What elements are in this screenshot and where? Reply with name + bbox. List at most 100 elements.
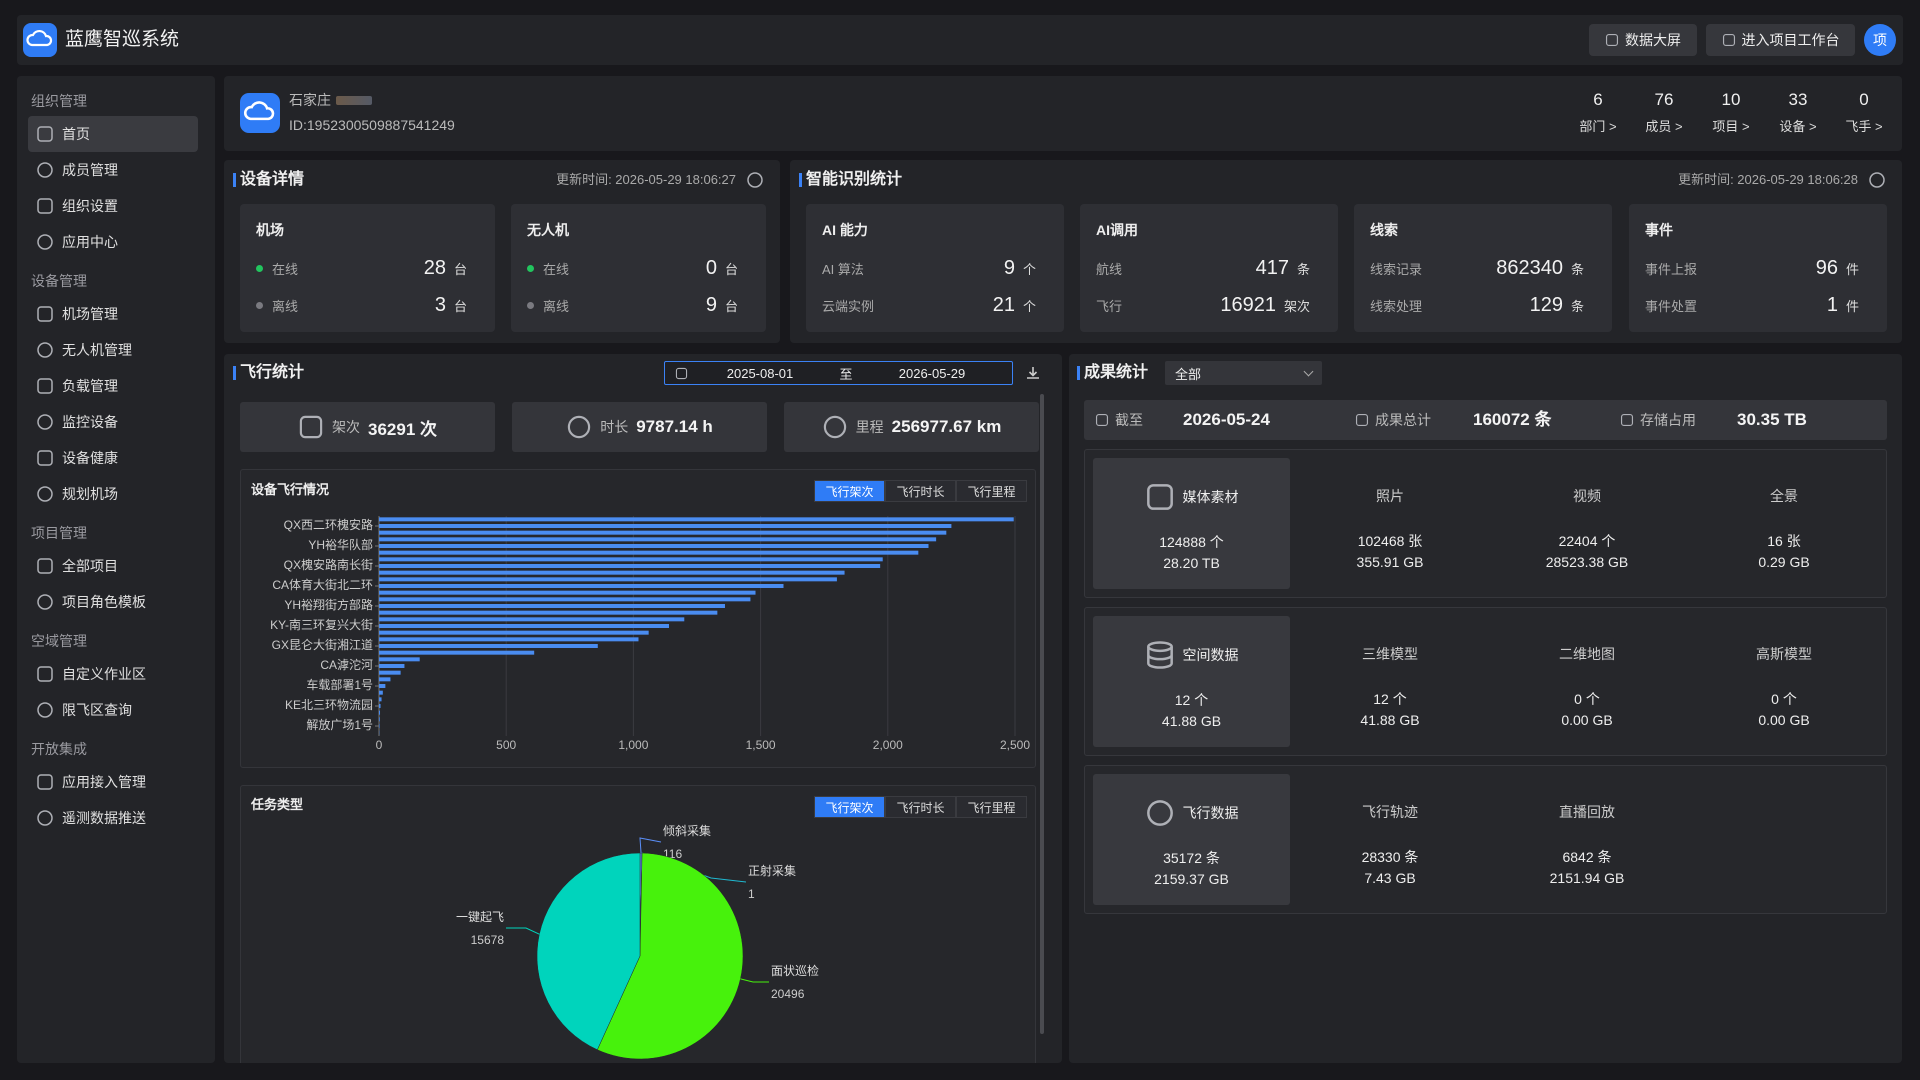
group-title: 空间数据: [1182, 647, 1239, 663]
org-id: ID:1952300509887541249: [289, 117, 455, 133]
row-label: 线索处理: [1370, 298, 1423, 314]
nav-item[interactable]: 自定义作业区: [28, 656, 198, 692]
nav-item[interactable]: 全部项目: [28, 548, 198, 584]
icon-shape: [1146, 484, 1173, 510]
stat-card: AI调用 航线 417 条飞行 16921 架次: [1080, 204, 1338, 332]
nav-item[interactable]: 项目角色模板: [28, 584, 198, 620]
y-tick-label: YH裕翔街方部路: [284, 597, 373, 612]
nav-item[interactable]: 成员管理: [28, 152, 198, 188]
card-title: AI调用: [1096, 222, 1138, 238]
tab[interactable]: 飞行里程: [956, 480, 1027, 502]
icon: [1722, 33, 1735, 47]
stat-link[interactable]: 飞手 >: [1845, 119, 1883, 134]
icon-shape: [1146, 646, 1173, 669]
tab[interactable]: 飞行时长: [885, 796, 956, 818]
nav-item-label: 组织设置: [62, 198, 118, 214]
y-tick-label: QX槐安路南长街: [284, 557, 373, 572]
icon: [1605, 33, 1619, 47]
avatar[interactable]: 项: [1864, 24, 1896, 56]
chevron: [1303, 366, 1314, 376]
status-dot: [527, 264, 534, 272]
tab[interactable]: 飞行里程: [956, 796, 1027, 818]
date-to: 2026-05-29: [898, 365, 966, 381]
nav-item[interactable]: 应用接入管理: [28, 764, 198, 800]
nav-item[interactable]: 负载管理: [28, 368, 198, 404]
icon: [675, 367, 688, 379]
filter-select[interactable]: 全部: [1165, 361, 1322, 385]
x-tick-label: 2,000: [873, 738, 903, 752]
icon-shape: [37, 450, 53, 466]
summary-box: 架次 36291 次: [240, 402, 495, 452]
bar: [379, 590, 756, 595]
icon-shape: [747, 172, 763, 188]
header-button-label: 进入项目工作台: [1741, 32, 1840, 48]
download-shape: [1027, 367, 1039, 379]
nav-item[interactable]: 首页: [28, 116, 198, 152]
tab[interactable]: 飞行架次: [814, 480, 885, 502]
nav-item[interactable]: 设备健康: [28, 440, 198, 476]
icon: [1146, 484, 1173, 510]
result-group: 空间数据 12 个 41.88 GB 三维模型 12 个 41.88 GB 二维地图 0 个 0…: [1084, 607, 1887, 756]
pie-value: 1: [748, 887, 755, 901]
group-head: 媒体素材: [1093, 482, 1290, 512]
nav-item[interactable]: 规划机场: [28, 476, 198, 512]
group-main: 媒体素材 124888 个 28.20 TB: [1093, 458, 1290, 589]
stat-card: AI 能力 AI 算法 9 个云端实例 21 个: [806, 204, 1064, 332]
icon: [37, 126, 53, 142]
icon: [37, 558, 53, 574]
item-count: 28330 条: [1361, 849, 1419, 865]
update-time: 更新时间: 2026-05-29 18:06:28: [1678, 172, 1858, 187]
panel-title: 设备详情: [240, 171, 305, 188]
header-button[interactable]: 进入项目工作台: [1706, 24, 1855, 56]
y-tick-label: GX昆仑大街湘江道: [272, 637, 373, 652]
x-tick-label: 500: [496, 738, 516, 752]
y-tick-label: KE北三环物流园: [285, 698, 373, 712]
bar: [379, 530, 947, 535]
stat-value: 6: [1593, 90, 1603, 109]
stat-link[interactable]: 成员 >: [1645, 119, 1683, 134]
header-button[interactable]: 数据大屏: [1589, 24, 1697, 56]
bar: [379, 577, 837, 582]
tab[interactable]: 飞行时长: [885, 480, 956, 502]
row-value: 96: [1815, 256, 1838, 279]
nav-item[interactable]: 组织设置: [28, 188, 198, 224]
date-range[interactable]: 2025-08-01 至 2026-05-29: [664, 361, 1013, 385]
summary-label: 时长: [600, 419, 629, 435]
card-row: 线索处理 129 条: [1370, 293, 1612, 317]
row-unit: 个: [1022, 261, 1036, 277]
stat-link[interactable]: 部门 >: [1579, 119, 1617, 134]
icon: [1355, 413, 1369, 427]
results-summary: 截至 2026-05-24 成果总计 160072 条 存储占用 30.35 TB: [1084, 400, 1887, 440]
icon-shape: [1355, 413, 1369, 427]
nav-item[interactable]: 限飞区查询: [28, 692, 198, 728]
icon-shape: [37, 306, 53, 322]
stat-value: 10: [1721, 90, 1741, 109]
nav-item[interactable]: 机场管理: [28, 296, 198, 332]
nav-item[interactable]: 无人机管理: [28, 332, 198, 368]
group-head: 飞行数据: [1093, 798, 1290, 828]
item-name: 飞行轨迹: [1362, 804, 1418, 820]
pie-label: 正射采集: [748, 863, 796, 878]
stat-link[interactable]: 项目 >: [1712, 119, 1750, 134]
bar: [379, 584, 784, 588]
nav-item[interactable]: 应用中心: [28, 224, 198, 260]
icon-shape: [1620, 413, 1634, 427]
nav-item[interactable]: 遥测数据推送: [28, 800, 198, 836]
icon-shape: [37, 414, 53, 430]
icon-shape: [823, 415, 846, 439]
icon: [1095, 413, 1109, 427]
y-tick-label: 解放广场1号: [306, 717, 373, 732]
panel-title: 智能识别统计: [806, 171, 903, 188]
card-row: 离线 9 台: [527, 293, 766, 317]
summary-value: 256977.67 km: [891, 417, 1002, 436]
tab[interactable]: 飞行架次: [814, 796, 885, 818]
icon-shape: [1146, 641, 1173, 653]
row-label: 在线: [543, 261, 570, 277]
row-label: 线索记录: [1370, 261, 1423, 277]
item-name: 二维地图: [1559, 646, 1615, 662]
stat-link[interactable]: 设备 >: [1779, 119, 1817, 134]
summary-label: 截至: [1115, 412, 1143, 428]
nav-item[interactable]: 监控设备: [28, 404, 198, 440]
card-row: 事件处置 1 件: [1645, 293, 1887, 317]
icon: [37, 774, 53, 790]
